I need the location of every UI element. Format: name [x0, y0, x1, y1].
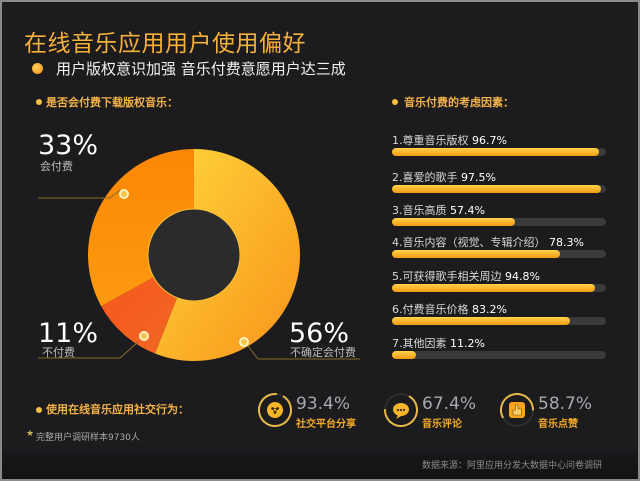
factor-name: 4.音乐内容（视觉、专辑介绍）	[392, 236, 546, 249]
factor-bar-track	[392, 218, 606, 226]
factor-name: 7.其他因素	[392, 337, 447, 350]
factor-bar-fill	[392, 148, 599, 156]
comment-icon	[384, 393, 418, 427]
pie-pct-unsure: 56%	[289, 318, 350, 349]
factor-value: 96.7%	[472, 134, 507, 147]
leader-line	[38, 189, 121, 199]
social-label: 音乐点赞	[538, 419, 578, 430]
pie-label-unsure: 不确定会付费	[290, 346, 356, 359]
star-icon: ★	[26, 429, 35, 439]
marker-dot	[239, 337, 249, 347]
factor-bar-fill	[392, 351, 416, 359]
factor-bar-fill	[392, 250, 560, 258]
social-label: 社交平台分享	[296, 419, 356, 430]
social-heading: 使用在线音乐应用社交行为：	[46, 403, 189, 416]
share-icon	[258, 393, 292, 427]
factor-bar-track	[392, 317, 606, 325]
factor-label: 2.喜爱的歌手 97.5%	[392, 169, 496, 185]
factor-bar-track	[392, 148, 606, 156]
pay-question-heading: 是否会付费下载版权音乐：	[46, 96, 178, 109]
footer-strip	[2, 452, 638, 479]
factor-value: 78.3%	[549, 236, 584, 249]
bullet-icon	[36, 407, 42, 413]
factor-bar-track	[392, 351, 606, 359]
factor-name: 2.喜爱的歌手	[392, 171, 458, 184]
leader-line	[38, 341, 139, 359]
page-title: 在线音乐应用用户使用偏好	[24, 31, 306, 57]
factor-name: 5.可获得歌手相关周边	[392, 270, 502, 283]
pie-pct-nopay: 11%	[38, 318, 99, 349]
data-source: 数据来源：阿里应用分发大数据中心问卷调研	[422, 461, 603, 471]
factor-value: 94.8%	[505, 270, 540, 283]
factor-name: 6.付费音乐价格	[392, 303, 469, 316]
factor-value: 11.2%	[450, 337, 485, 350]
factor-label: 5.可获得歌手相关周边 94.8%	[392, 268, 540, 284]
factors-heading: 音乐付费的考虑因素：	[404, 96, 514, 109]
factor-name: 3.音乐高质	[392, 204, 447, 217]
factor-name: 1.尊重音乐版权	[392, 134, 469, 147]
pie-label-pay: 会付费	[40, 160, 73, 173]
factor-value: 57.4%	[450, 204, 485, 217]
marker-dot	[119, 189, 129, 199]
factor-bar-track	[392, 185, 606, 193]
factor-label: 3.音乐高质 57.4%	[392, 202, 485, 218]
sample-note: 完整用户调研样本9730人	[36, 433, 140, 443]
pie-pct-pay: 33%	[38, 130, 99, 161]
bullet-icon	[392, 99, 398, 105]
factor-label: 4.音乐内容（视觉、专辑介绍） 78.3%	[392, 234, 584, 250]
factor-bar-track	[392, 250, 606, 258]
marker-dot	[139, 331, 149, 341]
donut-hole	[147, 208, 241, 302]
social-label: 音乐评论	[422, 419, 462, 430]
factor-bar-fill	[392, 218, 515, 226]
social-pct: 67.4%	[422, 394, 477, 414]
social-pct: 58.7%	[538, 394, 593, 414]
pie-label-nopay: 不付费	[42, 346, 75, 359]
factor-value: 83.2%	[472, 303, 507, 316]
social-pct: 93.4%	[296, 394, 351, 414]
factor-label: 7.其他因素 11.2%	[392, 335, 485, 351]
factor-bar-fill	[392, 284, 595, 292]
factor-bar-fill	[392, 317, 571, 325]
factor-value: 97.5%	[461, 171, 496, 184]
factor-bar-fill	[392, 185, 601, 193]
leader-line	[247, 345, 360, 360]
factor-label: 6.付费音乐价格 83.2%	[392, 301, 507, 317]
factor-bar-track	[392, 284, 606, 292]
subtitle-bullet-icon	[32, 63, 43, 74]
bullet-icon	[36, 99, 42, 105]
thumbs-up-icon	[500, 393, 534, 427]
page-subtitle: 用户版权意识加强 音乐付费意愿用户达三成	[56, 60, 346, 78]
factor-label: 1.尊重音乐版权 96.7%	[392, 132, 507, 148]
